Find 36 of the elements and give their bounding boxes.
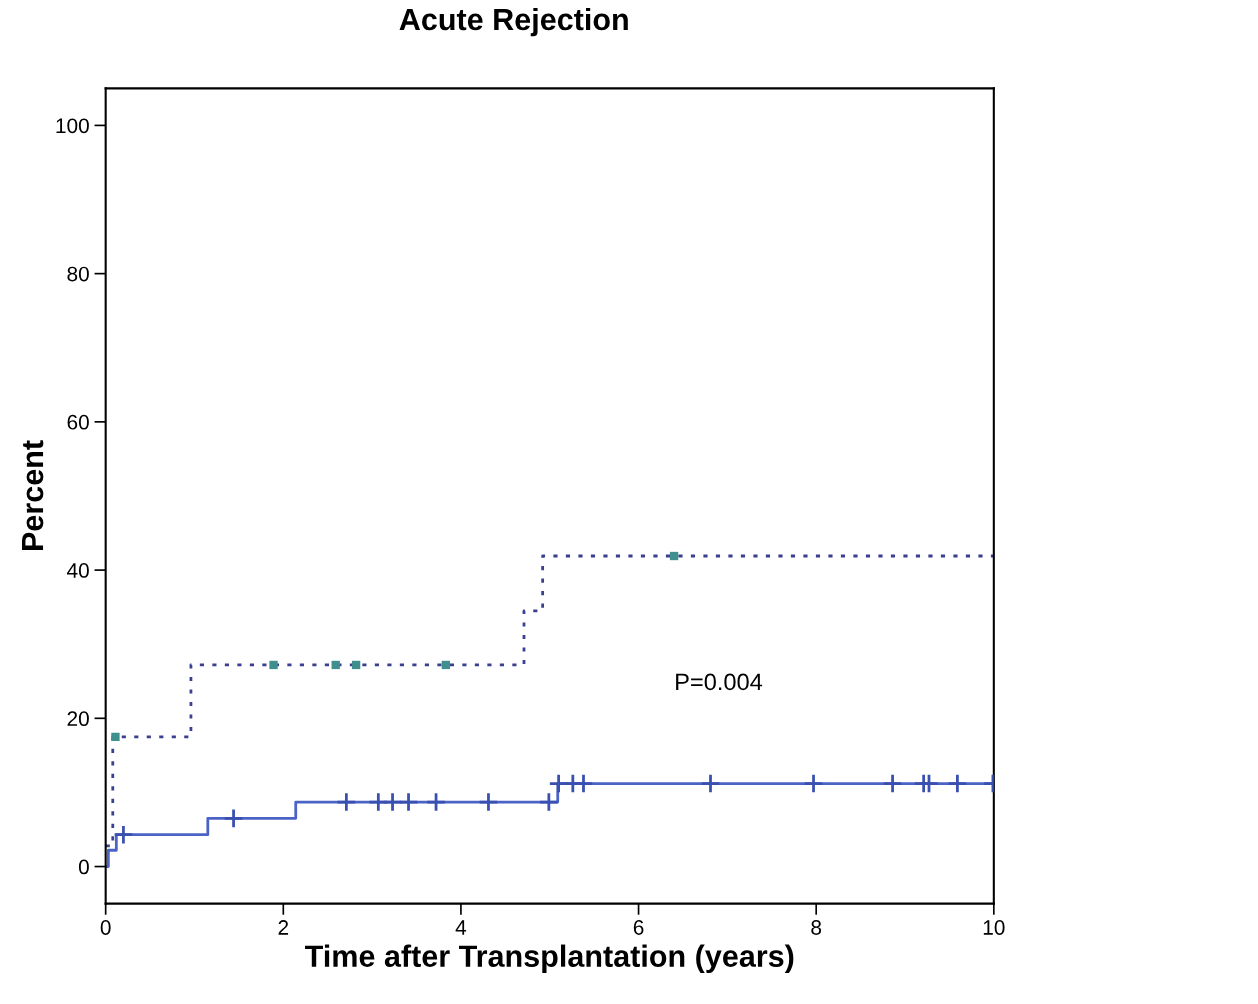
point <box>382 791 403 813</box>
point <box>113 824 134 845</box>
point <box>398 791 419 813</box>
point <box>331 660 340 670</box>
point <box>882 773 903 794</box>
annotation: P=0.004 <box>676 673 763 691</box>
x-axis-title: Time after Transplantation (years) <box>305 944 794 974</box>
point <box>336 791 357 813</box>
point <box>111 732 120 742</box>
x-tick-label: 0 <box>100 920 111 935</box>
y-axis-title: Percent <box>22 440 44 550</box>
point <box>441 660 450 670</box>
point <box>573 773 594 794</box>
x-tick-label: 4 <box>455 920 467 935</box>
y-tick-label: 60 <box>67 414 89 430</box>
point <box>269 660 278 670</box>
y-tick-label: 80 <box>67 266 89 282</box>
x-tick-label: 2 <box>278 920 289 935</box>
y-tick-label: 100 <box>56 118 89 134</box>
point <box>478 791 499 813</box>
point <box>947 773 968 794</box>
point <box>700 773 721 794</box>
chart-title: Acute Rejection <box>399 7 628 37</box>
point <box>538 791 560 813</box>
y-tick-label: 0 <box>78 859 89 875</box>
y-tick-label: 40 <box>67 563 89 578</box>
y-tick-label: 20 <box>67 711 89 727</box>
x-tick-label: 8 <box>811 920 822 935</box>
point <box>223 808 244 829</box>
point <box>669 551 679 561</box>
point <box>351 660 361 670</box>
point <box>425 791 447 813</box>
x-tick-label: 6 <box>633 920 644 935</box>
point <box>918 773 940 794</box>
x-tick-label: 10 <box>983 920 1005 935</box>
point <box>803 773 824 794</box>
